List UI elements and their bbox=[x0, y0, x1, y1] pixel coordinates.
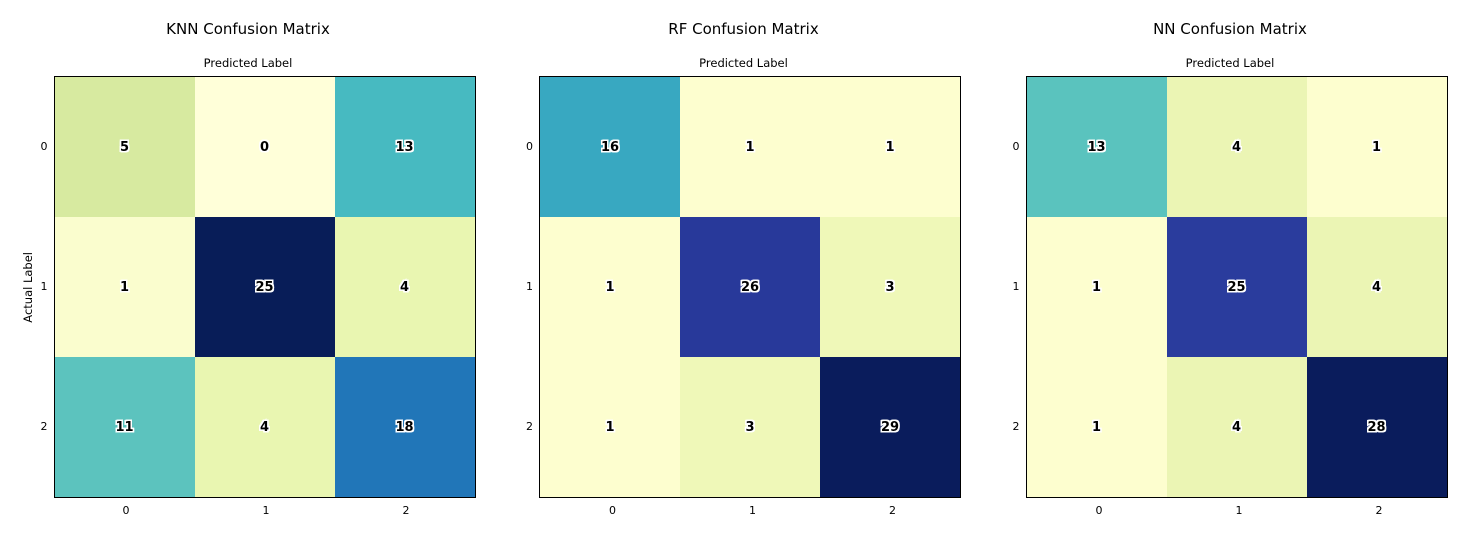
cell: 18 bbox=[335, 357, 475, 497]
cell-value: 4 bbox=[1232, 420, 1241, 435]
cell: 3 bbox=[820, 217, 960, 357]
cell-value: 1 bbox=[120, 280, 129, 295]
cell: 4 bbox=[335, 217, 475, 357]
cell-value: 4 bbox=[260, 420, 269, 435]
yticks-nn: 0 1 2 bbox=[1013, 77, 1020, 497]
xlabel-rf: Predicted Label bbox=[699, 56, 788, 70]
xlabel-nn: Predicted Label bbox=[1186, 56, 1275, 70]
cell-value: 1 bbox=[605, 280, 614, 295]
xtick: 0 bbox=[1029, 498, 1169, 517]
ytick: 2 bbox=[1013, 357, 1020, 497]
heatmap-rf: 16 1 1 1 26 3 1 3 29 bbox=[539, 76, 961, 498]
cell: 1 bbox=[1027, 357, 1167, 497]
xtick: 1 bbox=[683, 498, 823, 517]
cell-value: 0 bbox=[260, 140, 269, 155]
xticks-nn: 0 1 2 bbox=[1029, 498, 1449, 517]
cell: 4 bbox=[1307, 217, 1447, 357]
cell-value: 1 bbox=[1092, 420, 1101, 435]
cell: 1 bbox=[1027, 217, 1167, 357]
ytick: 0 bbox=[41, 77, 48, 217]
plot-area-nn: 0 1 2 13 4 1 1 25 4 1 4 28 bbox=[1013, 76, 1448, 498]
cell: 13 bbox=[335, 77, 475, 217]
cell-value: 13 bbox=[395, 140, 413, 155]
ytick: 1 bbox=[41, 217, 48, 357]
cell: 4 bbox=[1167, 77, 1307, 217]
cell-value: 25 bbox=[1227, 280, 1245, 295]
cell: 1 bbox=[55, 217, 195, 357]
title-nn: NN Confusion Matrix bbox=[1153, 20, 1307, 38]
xticks-rf: 0 1 2 bbox=[543, 498, 963, 517]
cell: 5 bbox=[55, 77, 195, 217]
cell-value: 1 bbox=[745, 140, 754, 155]
ytick: 0 bbox=[526, 77, 533, 217]
yticks-knn: 0 1 2 bbox=[41, 77, 48, 497]
cell-value: 16 bbox=[601, 140, 619, 155]
cell-value: 13 bbox=[1087, 140, 1105, 155]
subplot-knn: KNN Confusion Matrix Predicted Label Act… bbox=[20, 20, 476, 517]
xtick: 2 bbox=[336, 498, 476, 517]
subplot-nn: NN Confusion Matrix Predicted Label 0 1 … bbox=[1011, 20, 1449, 517]
ytick: 1 bbox=[1013, 217, 1020, 357]
yticks-rf: 0 1 2 bbox=[526, 77, 533, 497]
cell: 4 bbox=[195, 357, 335, 497]
ylabel-knn: Actual Label bbox=[21, 252, 35, 323]
cell: 25 bbox=[1167, 217, 1307, 357]
cell-value: 26 bbox=[741, 280, 759, 295]
xtick: 2 bbox=[1309, 498, 1449, 517]
cell-value: 29 bbox=[881, 420, 899, 435]
xticks-wrap: 0 1 2 bbox=[1011, 498, 1449, 517]
figure: KNN Confusion Matrix Predicted Label Act… bbox=[20, 20, 1449, 517]
title-knn: KNN Confusion Matrix bbox=[166, 20, 330, 38]
cell: 25 bbox=[195, 217, 335, 357]
cell-value: 3 bbox=[745, 420, 754, 435]
plot-area-rf: 0 1 2 16 1 1 1 26 3 1 3 29 bbox=[526, 76, 961, 498]
ytick: 1 bbox=[526, 217, 533, 357]
cell-value: 4 bbox=[1232, 140, 1241, 155]
xtick: 0 bbox=[56, 498, 196, 517]
cell: 13 bbox=[1027, 77, 1167, 217]
cell: 1 bbox=[540, 217, 680, 357]
xtick: 2 bbox=[823, 498, 963, 517]
title-rf: RF Confusion Matrix bbox=[668, 20, 818, 38]
heatmap-nn: 13 4 1 1 25 4 1 4 28 bbox=[1026, 76, 1448, 498]
ytick: 2 bbox=[41, 357, 48, 497]
cell: 16 bbox=[540, 77, 680, 217]
cell: 29 bbox=[820, 357, 960, 497]
cell-value: 4 bbox=[400, 280, 409, 295]
xticks-wrap: 0 1 2 bbox=[20, 498, 476, 517]
ytick: 0 bbox=[1013, 77, 1020, 217]
xlabel-knn: Predicted Label bbox=[204, 56, 293, 70]
cell-value: 4 bbox=[1372, 280, 1381, 295]
cell-value: 18 bbox=[395, 420, 413, 435]
xtick: 0 bbox=[543, 498, 683, 517]
cell-value: 1 bbox=[1372, 140, 1381, 155]
cell: 28 bbox=[1307, 357, 1447, 497]
cell-value: 28 bbox=[1367, 420, 1385, 435]
cell: 1 bbox=[820, 77, 960, 217]
cell: 4 bbox=[1167, 357, 1307, 497]
xtick: 1 bbox=[1169, 498, 1309, 517]
cell: 3 bbox=[680, 357, 820, 497]
ytick: 2 bbox=[526, 357, 533, 497]
cell-value: 1 bbox=[1092, 280, 1101, 295]
cell-value: 11 bbox=[115, 420, 133, 435]
subplot-rf: RF Confusion Matrix Predicted Label 0 1 … bbox=[525, 20, 963, 517]
xtick: 1 bbox=[196, 498, 336, 517]
cell: 1 bbox=[540, 357, 680, 497]
cell: 26 bbox=[680, 217, 820, 357]
cell-value: 5 bbox=[120, 140, 129, 155]
cell-value: 1 bbox=[885, 140, 894, 155]
cell-value: 3 bbox=[885, 280, 894, 295]
xticks-wrap: 0 1 2 bbox=[525, 498, 963, 517]
cell-value: 25 bbox=[255, 280, 273, 295]
plot-area-knn: Actual Label 0 1 2 5 0 13 1 25 4 11 4 18 bbox=[21, 76, 476, 498]
heatmap-knn: 5 0 13 1 25 4 11 4 18 bbox=[54, 76, 476, 498]
cell: 1 bbox=[1307, 77, 1447, 217]
cell: 11 bbox=[55, 357, 195, 497]
xticks-knn: 0 1 2 bbox=[56, 498, 476, 517]
cell-value: 1 bbox=[605, 420, 614, 435]
cell: 1 bbox=[680, 77, 820, 217]
cell: 0 bbox=[195, 77, 335, 217]
